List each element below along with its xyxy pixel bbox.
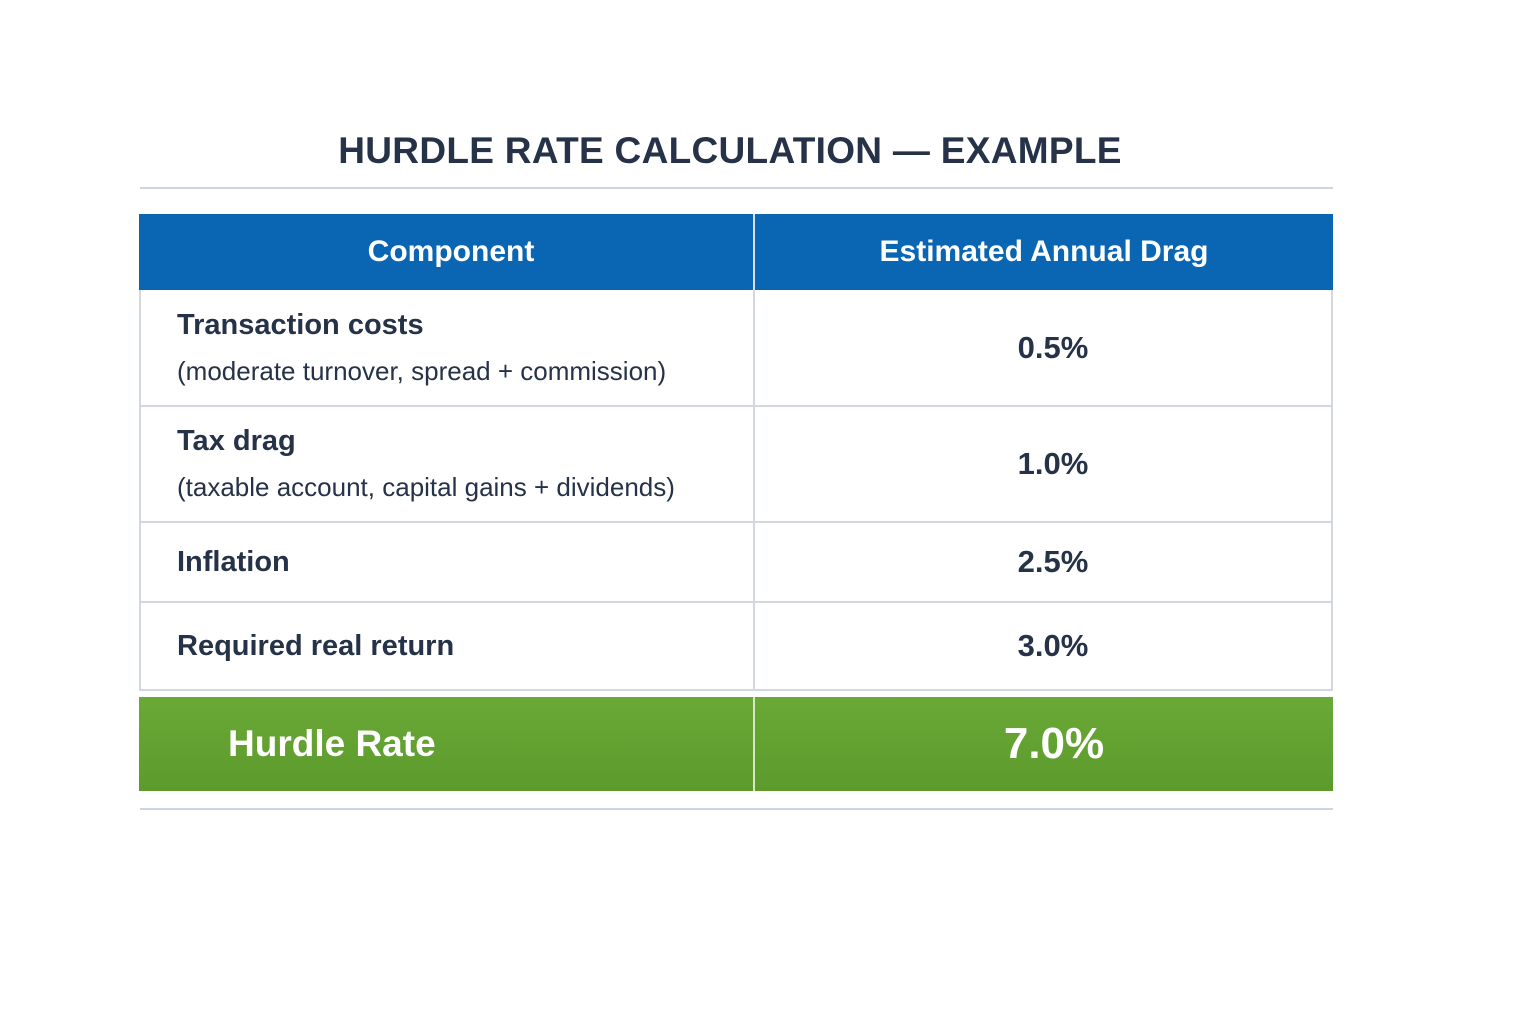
- component-cell: Tax drag (taxable account, capital gains…: [139, 407, 755, 523]
- component-label: Transaction costs: [177, 308, 424, 341]
- total-label: Hurdle Rate: [139, 697, 755, 791]
- column-header-drag: Estimated Annual Drag: [879, 235, 1209, 268]
- total-row: Hurdle Rate 7.0%: [139, 697, 1333, 791]
- table-row: Tax drag (taxable account, capital gains…: [139, 407, 1333, 523]
- table-row: Transaction costs (moderate turnover, sp…: [139, 290, 1333, 407]
- hurdle-rate-table: Component Estimated Annual Drag Transact…: [139, 214, 1333, 791]
- component-cell: Required real return: [139, 603, 755, 691]
- table-header-row: Component Estimated Annual Drag: [139, 214, 1333, 290]
- page-title: HURDLE RATE CALCULATION — EXAMPLE: [338, 130, 1122, 171]
- table-row: Required real return 3.0%: [139, 603, 1333, 691]
- column-header-component: Component: [139, 214, 755, 290]
- drag-value: 1.0%: [755, 407, 1333, 523]
- component-label: Required real return: [177, 629, 455, 662]
- table-row: Inflation 2.5%: [139, 523, 1333, 603]
- component-note: (moderate turnover, spread + commission): [177, 355, 667, 386]
- top-divider: [140, 187, 1333, 189]
- bottom-divider: [140, 808, 1333, 810]
- total-value: 7.0%: [1003, 719, 1105, 768]
- component-label: Inflation: [177, 545, 290, 578]
- drag-value: 3.0%: [755, 603, 1333, 691]
- component-cell: Transaction costs (moderate turnover, sp…: [139, 290, 755, 407]
- drag-value: 2.5%: [755, 523, 1333, 603]
- component-label: Tax drag: [177, 425, 296, 457]
- component-cell: Inflation: [139, 523, 755, 603]
- component-note: (taxable account, capital gains + divide…: [177, 472, 675, 502]
- drag-value: 0.5%: [755, 290, 1333, 407]
